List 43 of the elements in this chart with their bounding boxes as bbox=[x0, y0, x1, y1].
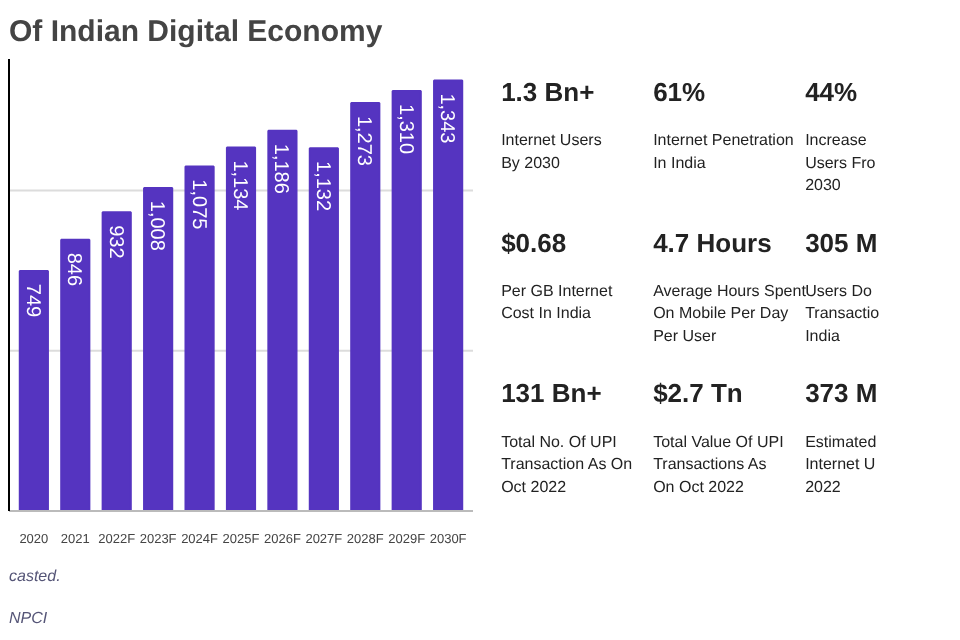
data-label: 1,186 bbox=[269, 143, 292, 195]
text: $2.7 Tn bbox=[653, 378, 743, 409]
text: $0.68 bbox=[501, 227, 567, 258]
text: Per GB Internet Cost In India bbox=[501, 281, 614, 323]
bar bbox=[433, 79, 464, 511]
text: 44% bbox=[805, 77, 859, 108]
data-label: 1,343 bbox=[435, 93, 458, 145]
text: Estimated Internet U 2022 bbox=[805, 432, 877, 496]
text: 1.3 Bn+ bbox=[501, 77, 596, 108]
bar bbox=[184, 165, 215, 511]
text: 61% bbox=[653, 77, 707, 108]
bar bbox=[391, 90, 422, 511]
text: casted. bbox=[9, 567, 61, 585]
chart-title: Of Indian Digital Economy bbox=[9, 15, 384, 49]
data-label: 1,134 bbox=[228, 160, 250, 212]
bar bbox=[143, 186, 174, 511]
bar bbox=[267, 129, 298, 511]
bar bbox=[350, 101, 381, 511]
data-label: 846 bbox=[62, 252, 85, 287]
bar bbox=[60, 238, 91, 511]
data-label: 1,273 bbox=[352, 115, 375, 167]
bar bbox=[225, 146, 257, 511]
data-label: 1,008 bbox=[145, 200, 168, 252]
data-label: 749 bbox=[20, 283, 43, 319]
text: 131 Bn+ bbox=[501, 378, 603, 409]
text: Average Hours Spent On Mobile Per Day Per User bbox=[653, 281, 808, 345]
data-label: 1,075 bbox=[186, 179, 209, 231]
text: Internet Users By 2030 bbox=[501, 131, 602, 172]
text: Total Value Of UPI Transactions As On Oct 2022 bbox=[653, 432, 784, 496]
text: Increase Users Fro 2030 bbox=[805, 131, 877, 195]
data-label: 1,310 bbox=[393, 104, 416, 155]
data-label: 1,132 bbox=[310, 161, 333, 212]
text: Total No. Of UPI Transaction As On Oct 2022 bbox=[501, 432, 633, 496]
text: Internet Penetration In India bbox=[653, 131, 794, 172]
bar bbox=[101, 211, 132, 511]
text: 4.7 Hours bbox=[653, 227, 772, 258]
text: Users Do Transactio India bbox=[805, 281, 881, 345]
bar bbox=[308, 147, 339, 511]
bar bbox=[18, 269, 49, 511]
data-label: 932 bbox=[103, 225, 126, 260]
text: NPCI bbox=[9, 609, 49, 627]
text: 373 M bbox=[805, 378, 878, 409]
text: 305 M bbox=[805, 227, 878, 258]
